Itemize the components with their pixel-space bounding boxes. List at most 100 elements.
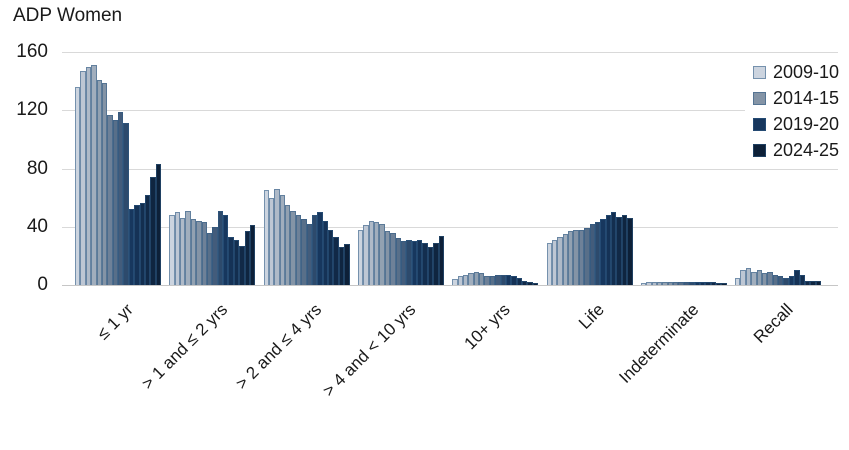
bar — [683, 282, 690, 285]
gridline — [62, 168, 838, 170]
gridline — [62, 226, 838, 228]
bar — [368, 220, 375, 285]
bar — [290, 210, 296, 285]
y-axis-tick-label: 120 — [16, 99, 48, 121]
bar — [411, 241, 418, 285]
bar — [118, 111, 124, 285]
x-axis-category-label: 10+ yrs — [460, 300, 514, 354]
bar — [311, 215, 318, 285]
bar — [651, 282, 657, 285]
plot-area — [62, 52, 838, 286]
bar — [384, 231, 391, 285]
bar — [279, 194, 286, 285]
bar — [772, 274, 779, 285]
bar — [244, 231, 250, 285]
bar — [804, 280, 811, 285]
bar — [185, 210, 191, 285]
bar — [107, 114, 113, 285]
bar — [268, 197, 275, 285]
bar — [306, 223, 312, 285]
bar — [751, 271, 757, 285]
bar — [646, 282, 652, 285]
y-axis-tick-label: 160 — [16, 41, 48, 62]
legend-item: 2019-20 — [752, 111, 839, 137]
bar — [91, 65, 97, 285]
gridline — [62, 52, 838, 53]
bar — [139, 203, 145, 285]
bar — [406, 239, 412, 285]
bar — [233, 239, 240, 285]
legend-item: 2024-25 — [752, 137, 839, 163]
bar — [756, 270, 762, 285]
bar — [578, 229, 585, 285]
bar — [794, 270, 800, 285]
bar — [815, 280, 822, 285]
bar — [778, 276, 784, 285]
bar — [568, 231, 574, 285]
x-axis-category-label: > 2 and ≤ 4 yrs — [231, 300, 326, 394]
bar — [810, 280, 816, 285]
y-axis-tick-label: 40 — [26, 215, 48, 237]
bar — [788, 276, 795, 285]
bar — [605, 215, 611, 285]
gridline — [62, 110, 838, 112]
bar — [616, 216, 622, 285]
legend-item: 2009-10 — [752, 59, 839, 85]
bar — [285, 204, 291, 285]
legend-swatch-icon — [752, 65, 766, 79]
bar — [761, 273, 768, 285]
y-axis-tick-label: 0 — [37, 274, 48, 295]
bar — [212, 226, 218, 285]
bar — [462, 274, 469, 285]
bar — [427, 247, 434, 285]
bar — [716, 283, 722, 285]
bar — [263, 190, 269, 285]
gridline — [62, 285, 838, 286]
bar — [223, 215, 229, 285]
bar — [201, 222, 207, 285]
legend: 2009-10 2014-15 2019-20 2024-25 — [744, 56, 845, 166]
bar — [333, 236, 339, 285]
bar — [228, 236, 234, 285]
bar — [562, 234, 568, 285]
bar — [249, 225, 256, 285]
bar — [417, 239, 423, 285]
bar — [594, 222, 601, 285]
bar — [438, 235, 444, 285]
legend-swatch-icon — [752, 117, 766, 131]
bar — [180, 218, 186, 285]
bar — [452, 279, 458, 285]
bar — [301, 219, 307, 285]
bar — [123, 123, 129, 285]
bar — [457, 276, 463, 285]
bar — [328, 229, 334, 285]
bar — [344, 244, 350, 285]
bar — [621, 215, 628, 285]
bar — [495, 274, 501, 285]
x-axis-category-label: ≤ 1 yr — [93, 300, 137, 344]
bar — [390, 232, 396, 285]
y-axis-tick-label: 80 — [26, 157, 48, 179]
bar — [374, 222, 380, 285]
chart-title: ADP Women — [13, 5, 123, 26]
bar — [589, 223, 595, 285]
bar — [705, 282, 711, 285]
bar — [322, 220, 329, 285]
bar — [174, 212, 181, 285]
bar — [527, 282, 533, 285]
legend-label: 2019-20 — [772, 114, 839, 134]
bar — [600, 219, 606, 285]
legend-label: 2024-25 — [772, 140, 839, 160]
bar — [611, 212, 617, 285]
bar — [155, 164, 161, 285]
bar — [112, 120, 118, 285]
bar — [694, 282, 700, 285]
bar — [150, 177, 156, 285]
bar — [295, 215, 302, 285]
bar — [710, 282, 717, 285]
bar — [144, 194, 151, 285]
bar — [433, 242, 439, 285]
bar — [551, 239, 558, 285]
bar — [678, 282, 684, 285]
